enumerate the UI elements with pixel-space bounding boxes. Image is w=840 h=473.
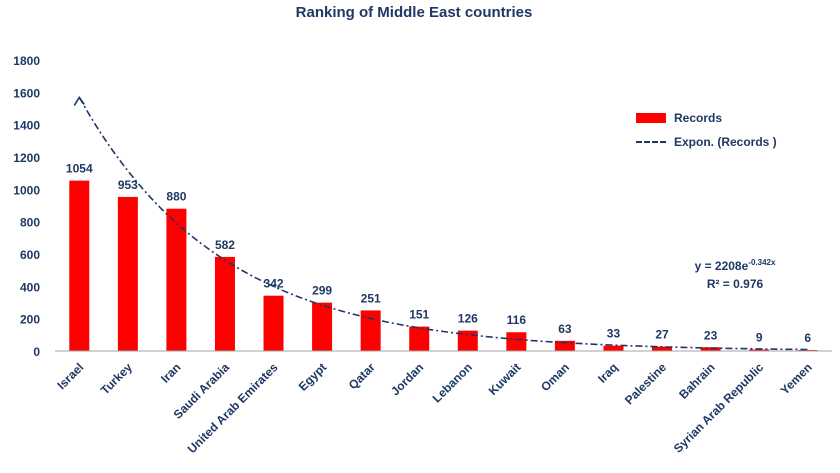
y-tick-label: 1800	[13, 54, 40, 68]
y-tick-label: 1000	[13, 183, 40, 197]
bars-group: 1054 953 880 582 342 299 251 151 126 116 63 33 27 23 9…	[66, 162, 818, 351]
y-tick-label: 1200	[13, 151, 40, 165]
y-tick-label: 200	[20, 313, 40, 327]
legend-label-trendline: Expon. (Records )	[674, 135, 777, 149]
x-tick-label: Bahrain	[676, 360, 717, 401]
chart-title: Ranking of Middle East countries	[295, 4, 533, 21]
x-tick-label: Jordan	[388, 360, 426, 398]
y-tick-label: 1400	[13, 119, 40, 133]
x-tick-label: Syrian Arab Republic	[671, 360, 767, 456]
x-tick-label: Iraq	[595, 360, 620, 385]
data-label: 27	[655, 328, 669, 342]
data-label: 1054	[66, 162, 93, 176]
bar	[360, 310, 381, 351]
y-tick-label: 400	[20, 280, 40, 294]
data-label: 251	[361, 291, 381, 305]
y-tick-label: 0	[33, 345, 40, 359]
y-tick-label: 800	[20, 216, 40, 230]
trendline	[78, 97, 808, 351]
x-tick-label: Oman	[538, 360, 572, 394]
data-label: 582	[215, 238, 235, 252]
x-tick-label: Iran	[158, 360, 183, 385]
data-label: 342	[264, 277, 284, 291]
trendline-arrow	[73, 95, 85, 106]
bar	[166, 208, 187, 351]
x-tick-label: Palestine	[622, 360, 669, 407]
trendline-group	[73, 95, 808, 351]
data-label: 9	[756, 331, 763, 345]
data-label: 953	[118, 178, 138, 192]
bar	[700, 347, 721, 351]
x-tick-label: Qatar	[346, 360, 378, 392]
bar	[312, 302, 333, 351]
equation-prefix: y = 2208e	[694, 259, 749, 273]
legend-item-records: Records	[636, 106, 777, 130]
legend-label-records: Records	[674, 111, 723, 125]
data-label: 299	[312, 284, 332, 298]
trendline-equation: y = 2208e-0.342x R² = 0.976	[660, 254, 810, 293]
y-axis: 0 200 400 600 800 1000 1200 1400 1600 1800	[13, 54, 40, 359]
equation-exponent: -0.342x	[748, 258, 776, 267]
bar	[652, 346, 673, 351]
bar	[117, 196, 138, 351]
legend-swatch-trendline	[636, 141, 666, 143]
x-tick-label: Lebanon	[430, 360, 475, 405]
data-label: 33	[607, 327, 621, 341]
data-label: 116	[507, 313, 527, 327]
legend: Records Expon. (Records )	[636, 106, 777, 154]
x-tick-label: Israel	[54, 360, 86, 392]
r-squared: R² = 0.976	[706, 277, 764, 291]
x-tick-label: United Arab Emirates	[185, 360, 281, 456]
bar	[69, 180, 90, 351]
bar	[603, 345, 624, 351]
bar	[554, 340, 575, 351]
legend-item-trendline: Expon. (Records )	[636, 130, 777, 154]
data-label: 151	[409, 308, 429, 322]
bar	[409, 326, 430, 351]
bar	[749, 349, 770, 351]
bar	[263, 295, 284, 351]
y-tick-label: 1600	[13, 86, 40, 100]
x-tick-label: Kuwait	[486, 360, 524, 398]
equation-text: y = 2208e-0.342x	[660, 254, 810, 275]
data-label: 6	[804, 331, 811, 345]
bar	[214, 256, 235, 351]
data-label: 880	[166, 190, 186, 204]
data-label: 126	[458, 312, 478, 326]
bar	[506, 332, 527, 351]
y-tick-label: 600	[20, 248, 40, 262]
data-label: 63	[558, 322, 572, 336]
data-label: 23	[704, 328, 718, 342]
x-tick-label: Yemen	[778, 360, 815, 397]
x-tick-label: Egypt	[296, 360, 329, 393]
x-tick-label: Turkey	[98, 360, 135, 397]
legend-swatch-records	[636, 113, 666, 123]
